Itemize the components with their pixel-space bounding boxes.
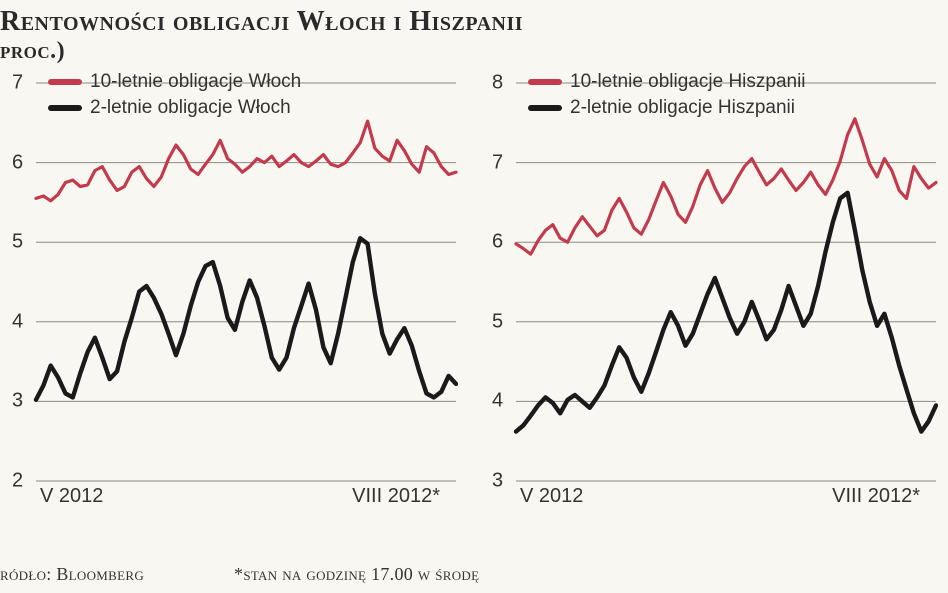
charts-row: 10-letnie obligacje Włoch 2-letnie oblig…: [0, 73, 948, 543]
x-label-start: V 2012: [40, 485, 103, 543]
page-title: Rentowności obligacji Włoch i Hiszpanii: [0, 0, 948, 38]
y-tick-label: 5: [12, 231, 23, 254]
legend-swatch-10y: [48, 79, 82, 85]
x-label-end: VIII 2012*: [352, 485, 440, 543]
y-tick-label: 7: [492, 151, 503, 174]
legend-swatch-10y: [528, 79, 562, 85]
footer: ródło: Bloomberg *stan na godzinę 17.00 …: [0, 564, 948, 585]
legend-label: 2-letnie obligacje Włoch: [90, 97, 291, 119]
chart-spain: 10-letnie obligacje Hiszpanii 2-letnie o…: [488, 73, 938, 543]
y-tick-label: 8: [492, 72, 503, 95]
page-subtitle: proc.): [0, 38, 948, 73]
series-10y-line: [516, 119, 936, 254]
series-2y-line: [36, 238, 456, 400]
legend-swatch-2y: [48, 105, 82, 111]
y-tick-label: 6: [12, 151, 23, 174]
x-axis-labels: V 2012 VIII 2012*: [8, 485, 458, 543]
gridlines: [36, 83, 456, 481]
plot-spain: [488, 73, 938, 513]
gridlines: [516, 83, 936, 481]
source-label: ródło: Bloomberg: [0, 564, 144, 585]
y-tick-label: 7: [12, 72, 23, 95]
x-label-start: V 2012: [520, 485, 583, 543]
legend-label: 10-letnie obligacje Hiszpanii: [570, 71, 806, 93]
y-tick-label: 3: [12, 390, 23, 413]
legend-spain: 10-letnie obligacje Hiszpanii 2-letnie o…: [528, 69, 806, 121]
legend-label: 10-letnie obligacje Włoch: [90, 71, 301, 93]
y-tick-label: 4: [12, 310, 23, 333]
legend-item: 10-letnie obligacje Włoch: [48, 69, 301, 95]
legend-swatch-2y: [528, 105, 562, 111]
series-2y-line: [516, 193, 936, 432]
legend-label: 2-letnie obligacje Hiszpanii: [570, 97, 795, 119]
y-tick-label: 5: [492, 310, 503, 333]
legend-italy: 10-letnie obligacje Włoch 2-letnie oblig…: [48, 69, 301, 121]
legend-item: 10-letnie obligacje Hiszpanii: [528, 69, 806, 95]
legend-item: 2-letnie obligacje Włoch: [48, 95, 301, 121]
chart-italy: 10-letnie obligacje Włoch 2-letnie oblig…: [8, 73, 458, 543]
x-label-end: VIII 2012*: [832, 485, 920, 543]
plot-italy: [8, 73, 458, 513]
y-tick-label: 6: [492, 231, 503, 254]
footnote-text: *stan na godzinę 17.00 w środę: [234, 564, 479, 585]
x-axis-labels: V 2012 VIII 2012*: [488, 485, 938, 543]
legend-item: 2-letnie obligacje Hiszpanii: [528, 95, 806, 121]
y-tick-label: 4: [492, 390, 503, 413]
series-10y-line: [36, 121, 456, 201]
